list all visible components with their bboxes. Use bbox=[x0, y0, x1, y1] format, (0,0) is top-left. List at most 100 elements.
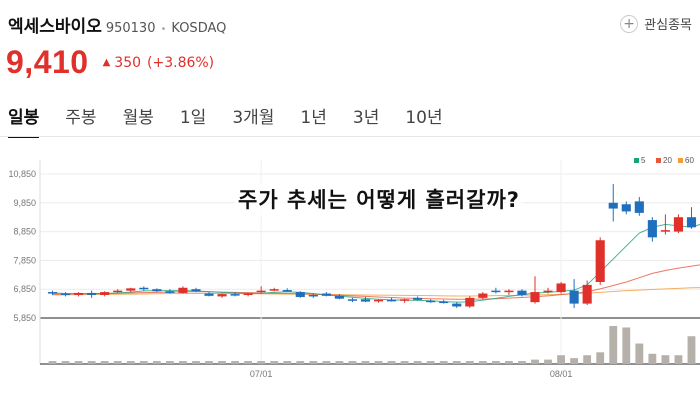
volume-bar bbox=[531, 359, 539, 364]
price-chart[interactable]: 10,850 9,850 8,850 7,850 6,850 5,850 07/01 08/0… bbox=[0, 150, 700, 400]
candle-body[interactable] bbox=[517, 290, 527, 295]
volume-bar bbox=[478, 361, 487, 364]
candle-body[interactable] bbox=[569, 290, 579, 304]
volume-bar bbox=[348, 361, 357, 364]
volume-bar bbox=[635, 343, 644, 364]
candle-body[interactable] bbox=[282, 290, 292, 292]
volume-bar bbox=[113, 361, 122, 364]
candle-body[interactable] bbox=[178, 287, 188, 293]
volume-bar bbox=[570, 358, 579, 364]
volume-bar bbox=[505, 361, 513, 364]
candle-body[interactable] bbox=[478, 293, 488, 298]
candle-body[interactable] bbox=[347, 299, 358, 301]
y-tick-label: 6,850 bbox=[13, 284, 36, 294]
legend-label: 5 bbox=[641, 156, 646, 165]
volume-bar bbox=[661, 355, 670, 364]
candle-body[interactable] bbox=[582, 284, 592, 304]
candle-body[interactable] bbox=[673, 217, 684, 232]
volume-bar bbox=[361, 361, 370, 364]
candle-body[interactable] bbox=[556, 283, 566, 293]
candle-body[interactable] bbox=[452, 303, 462, 307]
legend-swatch bbox=[634, 158, 639, 163]
volume-bar bbox=[309, 361, 318, 364]
candle-body[interactable] bbox=[439, 301, 449, 304]
candle-body[interactable] bbox=[608, 202, 618, 209]
candle-body[interactable] bbox=[465, 297, 475, 307]
y-tick-label: 7,850 bbox=[13, 255, 36, 265]
candle-body[interactable] bbox=[126, 288, 136, 291]
candle-body[interactable] bbox=[217, 294, 227, 297]
tab-monthly[interactable]: 월봉 bbox=[122, 108, 154, 128]
candle-body[interactable] bbox=[152, 289, 162, 292]
candle-body[interactable] bbox=[243, 293, 253, 296]
market-label: KOSDAQ bbox=[171, 21, 227, 36]
candle-body[interactable] bbox=[256, 290, 266, 293]
candle-body[interactable] bbox=[321, 293, 331, 296]
candle-body[interactable] bbox=[74, 292, 84, 295]
volume-bar bbox=[126, 361, 135, 364]
tab-1year[interactable]: 1년 bbox=[300, 108, 327, 128]
candle-body[interactable] bbox=[543, 290, 553, 293]
candle-body[interactable] bbox=[334, 295, 344, 299]
triangle-up-icon: ▲ bbox=[102, 57, 111, 68]
volume-bar bbox=[439, 361, 448, 364]
candle-body[interactable] bbox=[386, 299, 397, 302]
candle-body[interactable] bbox=[204, 293, 214, 296]
candle-body[interactable] bbox=[113, 290, 123, 293]
tab-1day[interactable]: 1일 bbox=[179, 108, 207, 128]
tab-daily[interactable]: 일봉 bbox=[8, 103, 40, 138]
volume-bar bbox=[648, 353, 657, 364]
legend-label: 20 bbox=[663, 156, 672, 165]
candle-body[interactable] bbox=[426, 300, 436, 303]
candle-body[interactable] bbox=[647, 220, 657, 238]
candle-body[interactable] bbox=[634, 201, 644, 213]
current-price: 9,410 bbox=[6, 44, 89, 80]
volume-bar bbox=[192, 361, 200, 364]
tab-10year[interactable]: 10년 bbox=[405, 108, 443, 128]
candle-body[interactable] bbox=[360, 299, 371, 302]
candle-body[interactable] bbox=[100, 292, 110, 295]
candle-body[interactable] bbox=[491, 290, 501, 293]
y-tick-label: 8,850 bbox=[13, 227, 36, 237]
candle-body[interactable] bbox=[47, 292, 58, 294]
candle-body[interactable] bbox=[373, 299, 384, 302]
add-watchlist-button[interactable]: + 관심종목 bbox=[620, 14, 692, 33]
overlay-title: 주가 추세는 어떻게 흘러갈까? bbox=[234, 183, 524, 215]
candle-body[interactable] bbox=[686, 217, 697, 228]
legend-label: 60 bbox=[685, 156, 694, 165]
volume-bar bbox=[165, 361, 174, 364]
candle-body[interactable] bbox=[413, 297, 423, 300]
volume-bar bbox=[518, 361, 526, 364]
candle-body[interactable] bbox=[621, 204, 631, 212]
period-tabs: 일봉 주봉 월봉 1일 3개월 1년 3년 10년 bbox=[8, 103, 469, 138]
candle-body[interactable] bbox=[230, 294, 240, 296]
volume-bar bbox=[139, 361, 148, 364]
candle-body[interactable] bbox=[139, 287, 149, 290]
candle-body[interactable] bbox=[400, 299, 410, 301]
tab-3year[interactable]: 3년 bbox=[352, 108, 380, 128]
volume-bar bbox=[74, 361, 83, 364]
volume-bar bbox=[687, 336, 696, 364]
legend-swatch bbox=[678, 158, 683, 163]
candle-body[interactable] bbox=[87, 292, 97, 295]
candle-body[interactable] bbox=[295, 292, 305, 297]
tab-weekly[interactable]: 주봉 bbox=[65, 108, 97, 128]
candle-body[interactable] bbox=[595, 240, 605, 282]
volume-bar bbox=[400, 361, 409, 364]
candle-body[interactable] bbox=[191, 289, 201, 292]
candle-body[interactable] bbox=[660, 230, 670, 232]
candle-body[interactable] bbox=[504, 290, 514, 293]
volume-bar bbox=[179, 361, 187, 364]
candle-body[interactable] bbox=[165, 291, 175, 293]
candle-body[interactable] bbox=[60, 293, 71, 296]
candle-body[interactable] bbox=[308, 294, 318, 297]
volume-bar bbox=[374, 361, 383, 364]
volume-bar bbox=[413, 361, 422, 364]
candle-body[interactable] bbox=[269, 289, 279, 291]
tabs-divider bbox=[0, 136, 700, 137]
price-change-percent: (+3.86%) bbox=[147, 54, 215, 71]
price-row: 9,410 ▲ 350 (+3.86%) bbox=[6, 44, 214, 81]
candle-body[interactable] bbox=[530, 292, 540, 303]
tab-3month[interactable]: 3개월 bbox=[232, 108, 275, 128]
legend-swatch bbox=[656, 158, 661, 163]
